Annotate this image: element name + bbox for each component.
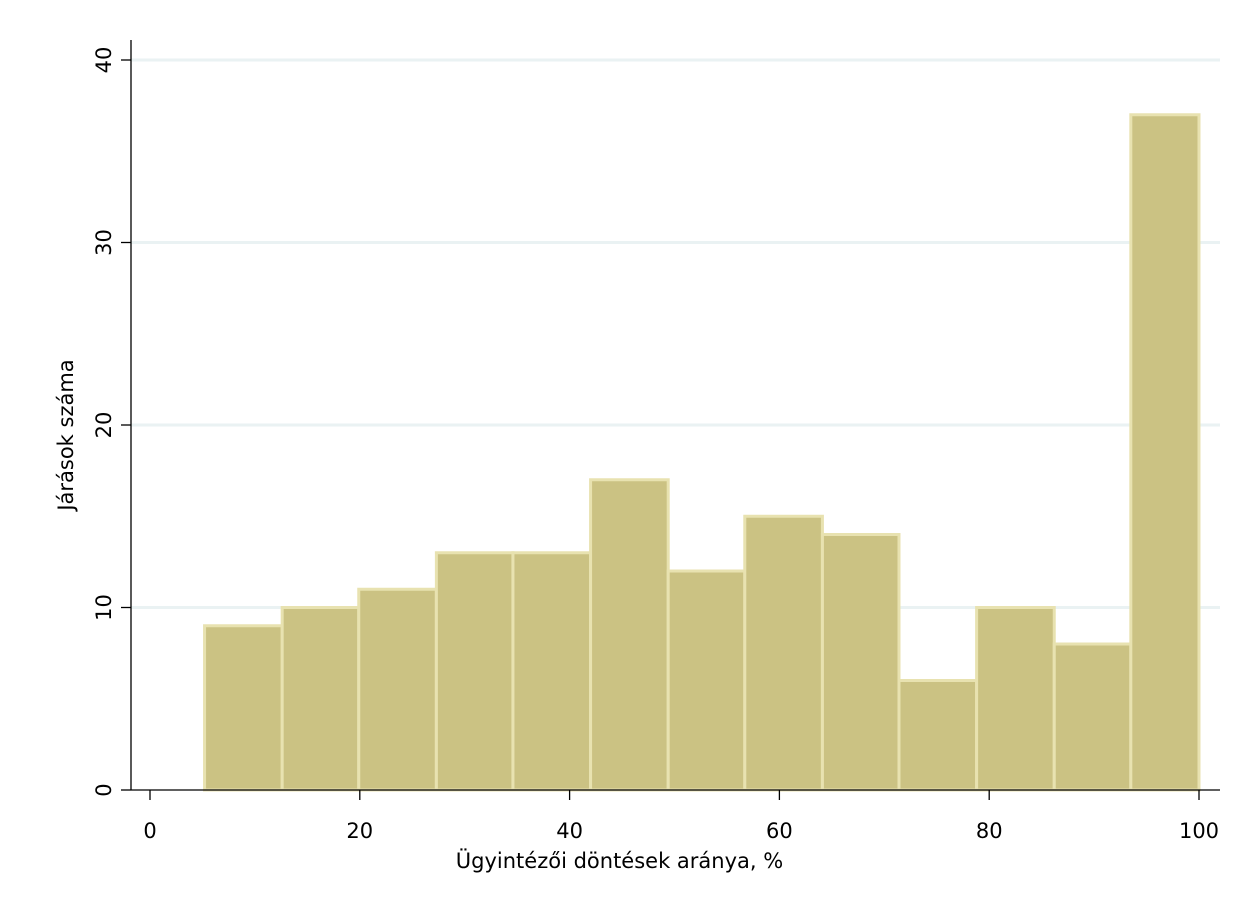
y-axis-title: Járások száma — [54, 359, 78, 512]
histogram-bar-9 — [820, 533, 901, 792]
x-axis-ticks: 0 20 40 60 80 100 — [143, 790, 1219, 843]
histogram-bar-1 — [203, 624, 284, 792]
histogram-bar-3 — [357, 587, 438, 792]
x-tick-label-60: 60 — [766, 819, 793, 843]
histogram-bar-11 — [975, 606, 1056, 792]
histogram-bar-4 — [434, 551, 515, 792]
histogram-bar-12 — [1052, 642, 1133, 792]
grid-lines — [131, 58, 1220, 609]
histogram-bar-7 — [666, 569, 747, 792]
axes — [130, 40, 1220, 791]
y-tick-label-40: 40 — [92, 47, 116, 74]
x-tick-label-20: 20 — [346, 819, 373, 843]
y-axis-ticks: 0 10 20 30 40 — [92, 47, 131, 797]
x-tick-label-0: 0 — [143, 819, 156, 843]
y-tick-label-30: 30 — [92, 229, 116, 256]
x-tick-label-100: 100 — [1179, 819, 1219, 843]
x-tick-label-80: 80 — [976, 819, 1003, 843]
histogram-bar-6 — [589, 478, 670, 792]
histogram-bars — [203, 113, 1201, 792]
histogram-bar-2 — [280, 606, 361, 792]
y-tick-label-20: 20 — [92, 412, 116, 439]
histogram-bar-5 — [511, 551, 593, 792]
histogram-bar-8 — [743, 514, 824, 792]
histogram-bar-13 — [1129, 113, 1201, 792]
y-tick-label-0: 0 — [92, 783, 116, 796]
histogram-bar-10 — [897, 679, 979, 792]
x-tick-label-40: 40 — [556, 819, 583, 843]
y-tick-label-10: 10 — [92, 594, 116, 621]
x-axis-title: Ügyintézői döntések aránya, % — [456, 848, 783, 873]
